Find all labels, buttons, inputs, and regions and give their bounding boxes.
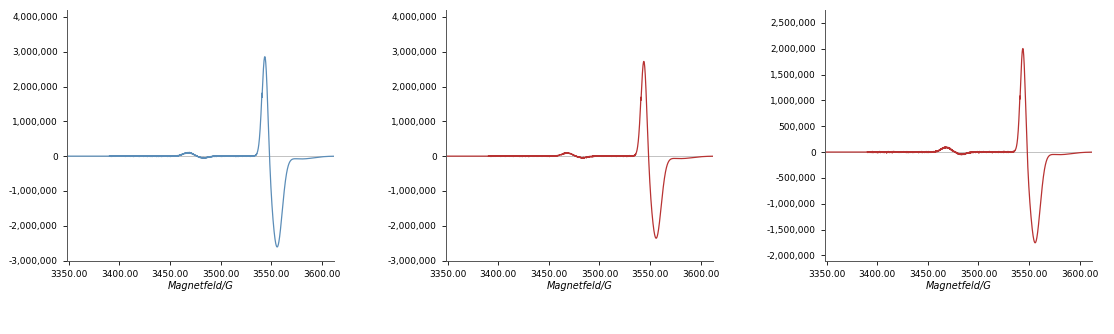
X-axis label: Magnetfeld/G: Magnetfeld/G	[926, 281, 991, 291]
X-axis label: Magnetfeld/G: Magnetfeld/G	[546, 281, 613, 291]
X-axis label: Magnetfeld/G: Magnetfeld/G	[167, 281, 233, 291]
